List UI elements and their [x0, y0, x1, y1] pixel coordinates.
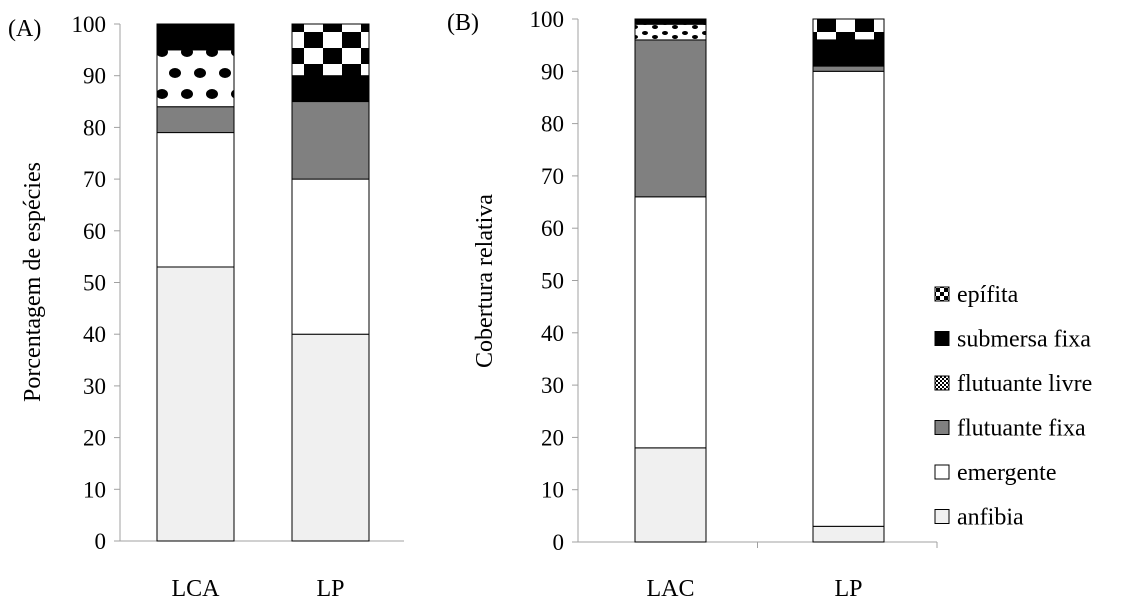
panel-b-y-tick-label: 30: [541, 373, 564, 398]
panel-b-bar-lp-epífita: [812, 18, 885, 41]
panel-a-bar-lp-emergente: [291, 178, 370, 335]
panel-b-bar-lac-flutuante-fixa: [634, 39, 707, 198]
panel-b-bar-lac-submersa-fixa: [634, 18, 707, 25]
panel-b: (B) Cobertura relativa 0 10 20 30 40 50 60 70 80…: [447, 7, 938, 602]
panel-a-bar-lp-anfibia: [291, 333, 370, 542]
panel-a-y-tick-label: 40: [83, 322, 106, 347]
panel-b-y-tick-label: 0: [553, 530, 565, 555]
panel-a-bar-lp-epífita: [291, 23, 370, 77]
panel-a-category-label: LP: [316, 576, 344, 602]
legend-swatch-flutuante-fixa: [934, 420, 950, 435]
panel-a-bar-lp-flutuante-fixa: [291, 101, 370, 180]
panel-a-axes: 0 10 20 30 40 50 60 70 80 90 100: [72, 12, 404, 554]
legend-swatch-flutuante-livre: [934, 375, 950, 391]
panel-b-bars: [634, 18, 885, 543]
panel-b-category-labels: LAC LP: [647, 576, 863, 602]
legend-label: flutuante livre: [957, 371, 1092, 397]
panel-a-bars: [156, 23, 370, 542]
legend-swatch-emergente: [934, 464, 950, 480]
panel-a: (A) Porcentagem de espécies 0 10 20 30 40 50 6…: [8, 12, 404, 602]
panel-a-bar-lca-flutuante-fixa: [156, 106, 235, 134]
panel-b-category-label: LAC: [647, 576, 695, 602]
panel-b-y-tick-label: 10: [541, 478, 564, 503]
legend: epífita submersa fixa flutuante livre flutu…: [934, 282, 1092, 531]
legend-swatch-anfibia: [934, 509, 950, 524]
panel-a-y-tick-label: 60: [83, 219, 106, 244]
panel-b-y-tick-label: 40: [541, 321, 564, 346]
panel-a-y-tick-label: 100: [72, 12, 107, 37]
panel-a-bar-lca-submersa-fixa: [156, 23, 235, 51]
panel-b-category-label: LP: [834, 576, 862, 602]
panel-a-y-tick-label: 30: [83, 374, 106, 399]
legend-swatch-epífita: [934, 286, 950, 302]
panel-b-y-tick-label: 70: [541, 164, 564, 189]
panel-a-ylabel: Porcentagem de espécies: [20, 162, 46, 402]
panel-b-bar-lac-emergente: [634, 196, 707, 449]
legend-label: submersa fixa: [957, 327, 1091, 353]
panel-a-y-tick-label: 50: [83, 271, 106, 296]
panel-b-y-tick-label: 60: [541, 216, 564, 241]
legend-label: anfibia: [957, 505, 1024, 531]
panel-a-label: (A): [8, 16, 41, 42]
panel-a-y-tick-label: 80: [83, 115, 106, 140]
panel-a-y-tick-label: 70: [83, 167, 106, 192]
panel-b-bar-lac-anfibia: [634, 447, 707, 543]
panel-b-y-tick-label: 20: [541, 425, 564, 450]
panel-b-ylabel: Cobertura relativa: [472, 194, 498, 368]
panel-a-bar-lca-emergente: [156, 132, 235, 268]
panel-b-y-tick-label: 90: [541, 59, 564, 84]
panel-b-y-tick-label: 80: [541, 112, 564, 137]
panel-b-axes: 0 10 20 30 40 50 60 70 80 90 100: [530, 7, 938, 555]
panel-a-y-tick-label: 20: [83, 426, 106, 451]
panel-a-bar-lca-flutuante-livre: [156, 49, 235, 108]
panel-a-category-labels: LCA LP: [172, 576, 345, 602]
panel-b-label: (B): [447, 10, 479, 36]
panel-b-bar-lp-flutuante-fixa: [812, 65, 885, 72]
panel-a-y-tick-label: 10: [83, 477, 106, 502]
panel-a-y-tick-label: 0: [95, 529, 107, 554]
legend-label: emergente: [957, 460, 1057, 486]
panel-b-y-tick-label: 100: [530, 7, 565, 32]
panel-b-bar-lp-anfibia: [812, 525, 885, 543]
legend-label: epífita: [957, 282, 1019, 308]
panel-a-bar-lp-submersa-fixa: [291, 75, 370, 103]
panel-b-y-tick-label: 50: [541, 269, 564, 294]
legend-label: flutuante fixa: [957, 416, 1086, 442]
panel-a-category-label: LCA: [172, 576, 221, 602]
panel-a-bar-lca-anfibia: [156, 266, 235, 542]
panel-a-y-tick-label: 90: [83, 64, 106, 89]
panel-b-bar-lac-flutuante-livre: [634, 23, 707, 41]
panel-b-bar-lp-submersa-fixa: [812, 39, 885, 67]
panel-b-bar-lp-emergente: [812, 70, 885, 527]
legend-swatch-submersa-fixa: [934, 331, 950, 346]
